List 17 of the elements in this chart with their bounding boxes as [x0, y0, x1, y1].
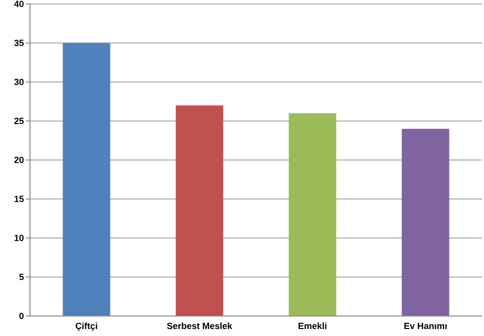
- y-tick-label: 35: [14, 38, 24, 48]
- bar: [402, 128, 450, 316]
- y-tick-label: 0: [18, 311, 24, 322]
- x-tick-label: Çiftçi: [75, 321, 98, 331]
- y-tick-label: 40: [14, 0, 24, 10]
- y-tick-label: 10: [14, 233, 24, 244]
- y-tick-label: 20: [14, 155, 24, 166]
- y-tick-label: 15: [14, 194, 24, 204]
- y-tick-label: 25: [14, 116, 24, 126]
- x-tick-label: Ev Hanımı: [404, 321, 448, 331]
- y-tick-label: 5: [18, 272, 24, 282]
- y-tick-label: 30: [14, 77, 24, 88]
- bar: [62, 43, 110, 316]
- x-tick-label: Emekli: [298, 321, 328, 331]
- bar: [176, 105, 224, 316]
- bar: [288, 113, 336, 316]
- x-tick-label: Serbest Meslek: [166, 321, 234, 331]
